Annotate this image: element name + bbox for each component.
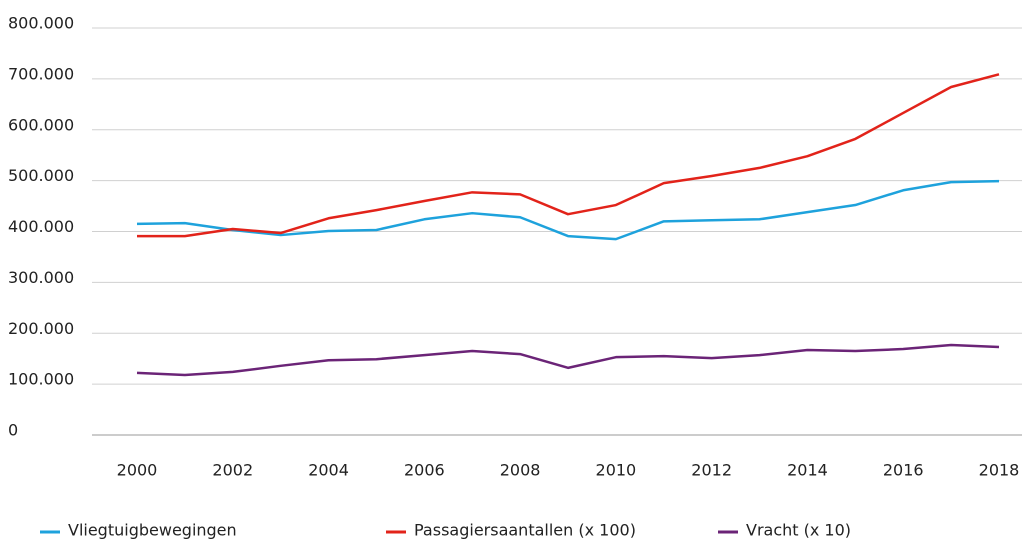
y-tick-label: 100.000: [8, 370, 74, 389]
y-tick-label: 400.000: [8, 217, 74, 236]
y-tick-label: 300.000: [8, 268, 74, 287]
y-tick-label: 500.000: [8, 166, 74, 185]
x-tick-label: 2008: [500, 461, 541, 480]
series-line: [136, 343, 1000, 377]
y-tick-label: 200.000: [8, 319, 74, 338]
legend-label: Vracht (x 10): [746, 521, 851, 540]
x-tick-label: 2014: [787, 461, 828, 480]
y-tick-label: 700.000: [8, 64, 74, 83]
y-tick-label: 0: [8, 421, 18, 440]
x-tick-label: 2016: [883, 461, 924, 480]
x-tick-label: 2012: [691, 461, 732, 480]
legend-label: Vliegtuigbewegingen: [68, 521, 237, 540]
legend-label: Passagiersaantallen (x 100): [414, 521, 636, 540]
x-tick-label: 2004: [308, 461, 349, 480]
x-tick-label: 2006: [404, 461, 445, 480]
x-tick-label: 2002: [212, 461, 253, 480]
x-tick-label: 2018: [979, 461, 1020, 480]
series-line: [136, 179, 1000, 241]
x-tick-label: 2000: [117, 461, 158, 480]
series-line: [137, 73, 1000, 238]
y-tick-label: 800.000: [8, 14, 74, 33]
x-tick-label: 2010: [596, 461, 637, 480]
y-tick-label: 600.000: [8, 115, 74, 134]
